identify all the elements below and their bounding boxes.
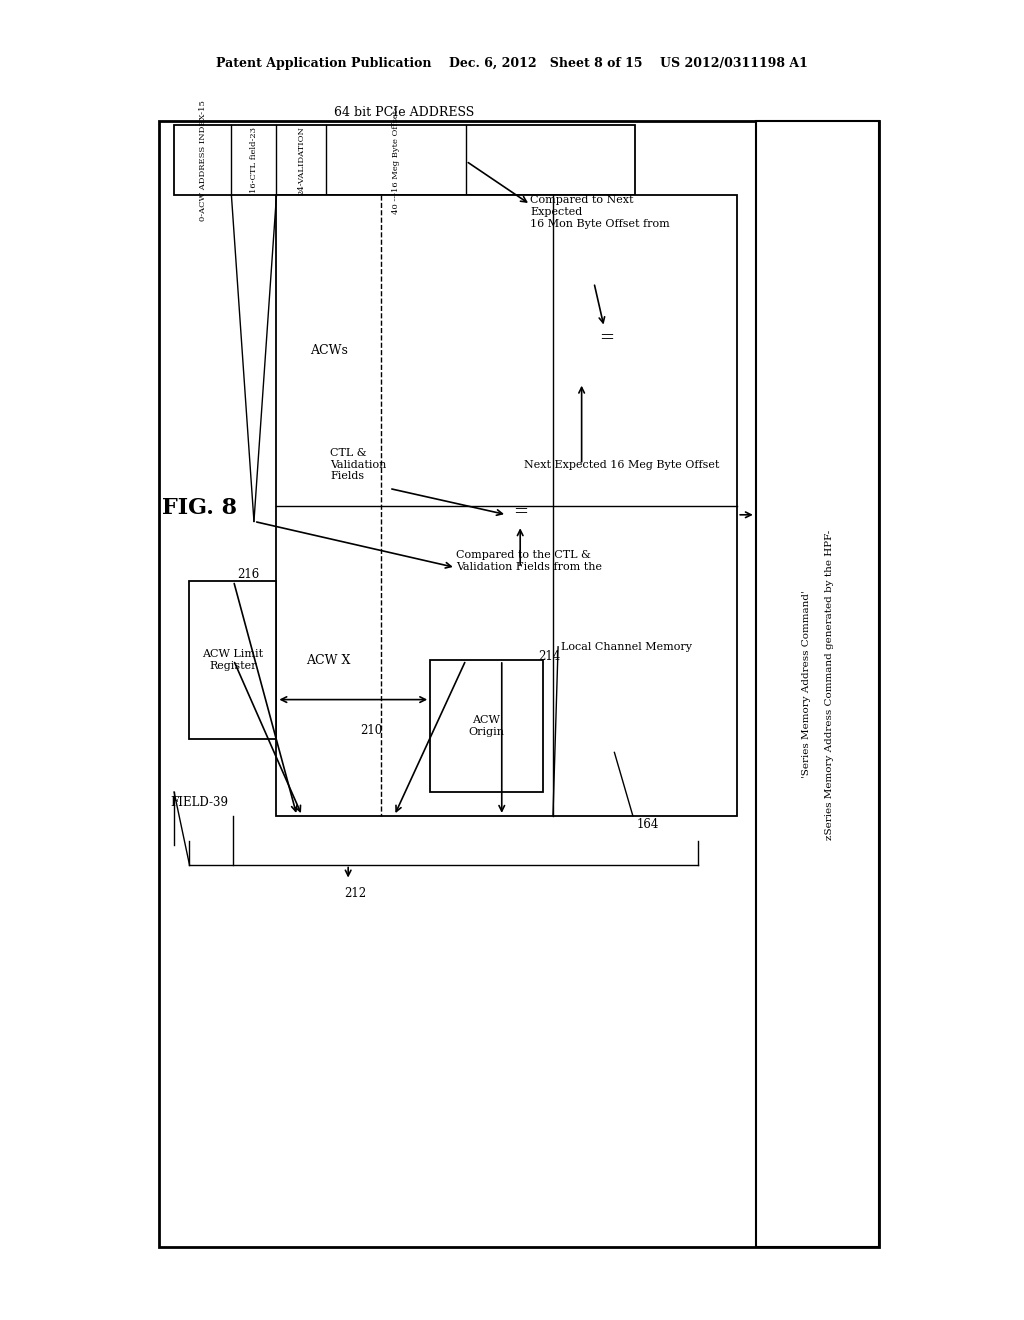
- Text: 16-CTL field-23: 16-CTL field-23: [250, 127, 258, 193]
- Text: zSeries Memory Address Command generated by the HPF-: zSeries Memory Address Command generated…: [825, 529, 834, 840]
- Text: 214: 214: [539, 649, 561, 663]
- Text: ACW X: ACW X: [306, 655, 351, 667]
- Text: 0-ACW ADDRESS INDEX-15: 0-ACW ADDRESS INDEX-15: [199, 100, 207, 220]
- Text: CTL &
Validation
Fields: CTL & Validation Fields: [330, 447, 387, 482]
- Text: Patent Application Publication    Dec. 6, 2012   Sheet 8 of 15    US 2012/031119: Patent Application Publication Dec. 6, 2…: [216, 57, 808, 70]
- Text: Local Channel Memory: Local Channel Memory: [561, 642, 692, 652]
- Bar: [756, 121, 879, 1247]
- Text: 'Series Memory Address Command': 'Series Memory Address Command': [803, 590, 811, 779]
- Text: FIELD-39: FIELD-39: [171, 796, 228, 809]
- Text: 24-VALIDATION: 24-VALIDATION: [297, 125, 305, 195]
- Bar: [174, 125, 635, 195]
- Bar: [430, 660, 543, 792]
- Text: 64 bit PCIe ADDRESS: 64 bit PCIe ADDRESS: [335, 106, 474, 119]
- Bar: [189, 581, 276, 739]
- Text: Compared to the CTL &
Validation Fields from the: Compared to the CTL & Validation Fields …: [456, 550, 602, 572]
- Text: ACW Limit
Register: ACW Limit Register: [203, 649, 263, 671]
- Text: ACW
Origin: ACW Origin: [468, 715, 505, 737]
- Text: =: =: [513, 503, 527, 521]
- Text: ACWs: ACWs: [310, 345, 347, 356]
- Text: 216: 216: [238, 568, 260, 581]
- Text: 40 ---16 Meg Byte Offset-: 40 ---16 Meg Byte Offset-: [392, 107, 399, 214]
- Text: 164: 164: [637, 818, 659, 832]
- Bar: [276, 195, 737, 816]
- Text: 210: 210: [360, 723, 383, 737]
- Text: 212: 212: [344, 887, 367, 900]
- Text: Compared to Next
Expected
16 Mon Byte Offset from: Compared to Next Expected 16 Mon Byte Of…: [530, 195, 670, 228]
- Text: FIG. 8: FIG. 8: [162, 498, 238, 519]
- Text: Next Expected 16 Meg Byte Offset: Next Expected 16 Meg Byte Offset: [524, 459, 720, 470]
- Bar: [159, 121, 879, 1247]
- Text: =: =: [599, 329, 613, 347]
